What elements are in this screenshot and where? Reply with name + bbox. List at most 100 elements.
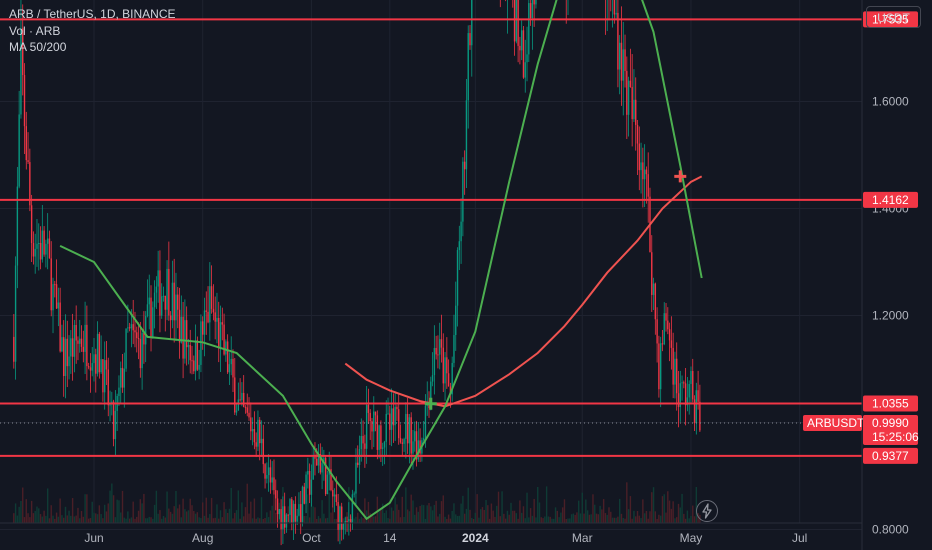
volume-bar: [381, 503, 384, 523]
candle-body: [314, 456, 316, 459]
volume-bar: [111, 483, 113, 523]
candle-body: [405, 413, 407, 439]
volume-bar: [684, 518, 687, 523]
candle-body: [189, 344, 191, 361]
candle-body: [631, 87, 633, 120]
volume-bar: [567, 518, 569, 523]
volume-bar: [544, 516, 546, 523]
candle-body: [32, 243, 35, 257]
candle-body: [271, 477, 273, 483]
candle-body: [513, 0, 516, 42]
time-tick-label: Aug: [192, 531, 213, 545]
volume-bar: [136, 516, 138, 523]
candle-body: [43, 230, 45, 255]
volume-bar: [373, 516, 375, 523]
volume-bar: [626, 482, 628, 523]
candle-body: [396, 406, 398, 410]
candle-body: [412, 441, 414, 454]
candle-body: [693, 399, 696, 424]
volume-bar: [581, 492, 583, 523]
candle-body: [79, 338, 81, 344]
candle-body: [259, 419, 261, 444]
volume-bar: [132, 501, 134, 523]
candle-body: [349, 519, 352, 523]
volume-bar: [611, 517, 614, 523]
volume-bar: [629, 496, 632, 523]
volume-bar: [244, 507, 247, 523]
candle-body: [697, 390, 699, 402]
volume-indicator-label[interactable]: Vol · ARB: [9, 24, 61, 38]
candle-body: [403, 438, 405, 444]
ma200-line: [344, 175, 703, 408]
volume-bar: [588, 514, 591, 523]
candle-body: [645, 169, 648, 175]
volume-bar: [547, 516, 550, 523]
volume-bar: [216, 504, 218, 523]
candle-body: [430, 381, 432, 409]
candle-body: [535, 0, 537, 5]
candle-body: [401, 442, 403, 444]
volume-bar: [651, 492, 653, 523]
volume-bar: [360, 516, 362, 523]
volume-bar: [328, 492, 330, 523]
volume-bar: [535, 517, 537, 523]
volume-bar: [659, 515, 662, 523]
volume-bar: [586, 510, 589, 523]
volume-bar: [128, 518, 131, 523]
candle-body: [241, 392, 243, 401]
candle-body: [668, 329, 671, 341]
volume-bar: [63, 517, 65, 523]
candle-body: [266, 475, 268, 479]
axis-labels: 2.40002.20002.00001.80001.60001.40001.20…: [84, 0, 919, 545]
candle-body: [253, 428, 256, 443]
candle-body: [390, 408, 393, 430]
volume-bar: [144, 518, 147, 523]
volume-bar: [116, 499, 118, 523]
candle-body: [232, 358, 234, 378]
candle-body: [661, 343, 664, 345]
volume-bar: [569, 518, 571, 523]
volume-bar: [549, 516, 551, 523]
volume-bar: [148, 516, 150, 523]
candle-body: [369, 412, 371, 422]
volume-bar: [191, 505, 193, 523]
candle-body: [335, 494, 338, 503]
candle-body: [529, 3, 532, 19]
candle-body: [337, 502, 339, 530]
ma-indicator-label[interactable]: MA 50/200: [9, 40, 67, 54]
level-price-tag: [863, 11, 918, 28]
volume-bar: [501, 491, 503, 523]
lightning-icon[interactable]: [696, 500, 718, 522]
volume-bar: [376, 496, 379, 523]
horizontal-levels[interactable]: [0, 0, 862, 550]
volume-bar: [353, 518, 355, 523]
symbol-title[interactable]: ARB / TetherUS, 1D, BINANCE: [9, 7, 176, 21]
volume-bar: [317, 516, 320, 523]
volume-bar: [488, 518, 491, 523]
volume-bar: [57, 516, 60, 523]
candle-body: [93, 354, 95, 364]
candle-body: [344, 521, 346, 524]
volume-bar: [114, 517, 117, 523]
candle-body: [340, 506, 343, 530]
volume-bar: [335, 518, 338, 523]
candle-body: [376, 415, 379, 450]
volume-bar: [378, 511, 380, 523]
candle-body: [244, 407, 247, 409]
candle-body: [310, 479, 313, 495]
candle-body: [456, 250, 459, 306]
candle-body: [264, 464, 266, 479]
volume-bar: [556, 510, 559, 523]
candle-body: [203, 310, 206, 335]
volume-bar: [506, 510, 509, 523]
candle-body: [367, 404, 370, 413]
volume-bar: [435, 500, 437, 523]
volume-bar: [615, 517, 617, 523]
volume-bar: [255, 518, 257, 523]
volume-bar: [38, 508, 40, 523]
candle-body: [292, 503, 295, 524]
candle-body: [643, 169, 646, 180]
currency-button[interactable]: USDT: [866, 6, 921, 28]
volume-bar: [235, 510, 238, 523]
